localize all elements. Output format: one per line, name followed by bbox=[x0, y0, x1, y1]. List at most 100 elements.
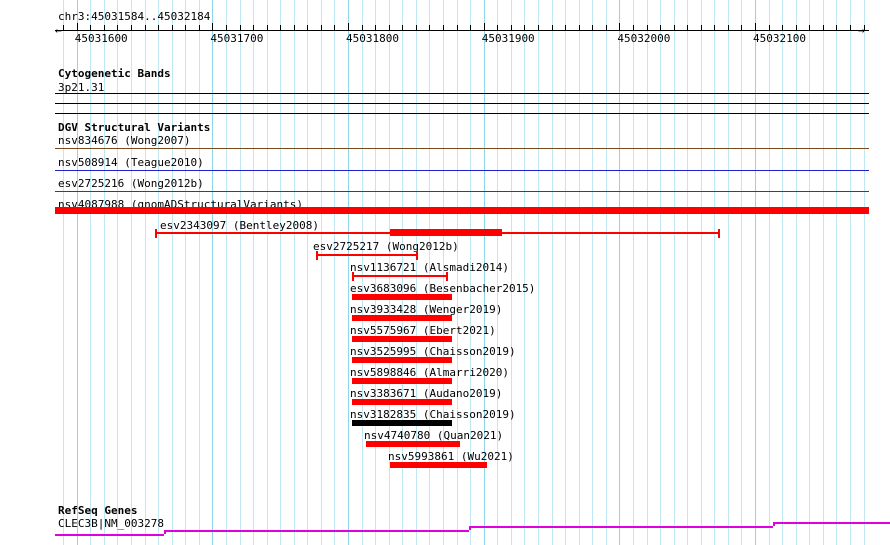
gridline bbox=[782, 0, 784, 545]
cytoband-label: 3p21.31 bbox=[58, 81, 105, 94]
gridline bbox=[320, 0, 322, 545]
gridline bbox=[334, 0, 336, 545]
variant-bar-nsv508914[interactable] bbox=[55, 170, 869, 171]
variant-endcap-right-nsv1136721 bbox=[446, 272, 448, 281]
gridline bbox=[253, 0, 255, 545]
gridline bbox=[687, 0, 689, 545]
gridline bbox=[646, 0, 648, 545]
variant-line-esv2725217[interactable] bbox=[316, 254, 418, 256]
variant-track-label-nsv3525995[interactable]: nsv3525995 (Chaisson2019) bbox=[350, 345, 516, 358]
variant-track-label-nsv4740780[interactable]: nsv4740780 (Quan2021) bbox=[364, 429, 504, 442]
ruler-minor-tick bbox=[863, 25, 865, 31]
ruler-minor-tick bbox=[741, 25, 743, 31]
ruler-tick-label: 45031600 bbox=[74, 32, 128, 45]
gridline bbox=[795, 0, 797, 545]
variant-bar-nsv4087988[interactable] bbox=[55, 207, 869, 214]
variant-bar-esv3683096[interactable] bbox=[352, 294, 452, 300]
gridline bbox=[212, 0, 214, 545]
variant-bar-esv2343097[interactable] bbox=[390, 229, 502, 236]
variant-bar-nsv3182835[interactable] bbox=[352, 420, 452, 426]
gridline bbox=[741, 0, 743, 545]
gene-segment[interactable] bbox=[774, 522, 890, 524]
variant-bar-esv2725216[interactable] bbox=[55, 191, 869, 192]
gridline bbox=[388, 0, 390, 545]
ruler-minor-tick bbox=[673, 25, 675, 31]
ruler-minor-tick bbox=[470, 25, 472, 31]
ruler-minor-tick bbox=[334, 25, 336, 31]
variant-bar-nsv4740780[interactable] bbox=[366, 441, 460, 447]
variant-bar-nsv834676[interactable] bbox=[55, 148, 869, 149]
ruler-major-tick bbox=[212, 23, 214, 31]
ruler-minor-tick bbox=[239, 25, 241, 31]
variant-bar-nsv3383671[interactable] bbox=[352, 399, 452, 405]
ruler-minor-tick bbox=[443, 25, 444, 31]
ruler-minor-tick bbox=[456, 25, 458, 31]
ruler-minor-tick bbox=[795, 25, 797, 31]
gridline bbox=[90, 0, 92, 545]
variant-track-label-nsv3383671[interactable]: nsv3383671 (Audano2019) bbox=[350, 387, 503, 400]
variant-bar-nsv3933428[interactable] bbox=[352, 315, 452, 321]
refseq-gene-track bbox=[55, 500, 890, 545]
gridline bbox=[619, 0, 621, 545]
ruler-minor-tick bbox=[280, 25, 282, 31]
variant-track-label-nsv5898846[interactable]: nsv5898846 (Almarri2020) bbox=[350, 366, 509, 379]
gridline bbox=[863, 0, 865, 545]
variant-bar-nsv5898846[interactable] bbox=[352, 378, 452, 384]
gridline bbox=[103, 0, 105, 545]
gridline bbox=[700, 0, 702, 545]
ruler-minor-tick bbox=[727, 25, 729, 31]
variant-endcap-left-esv2343097 bbox=[155, 229, 157, 238]
ruler-minor-tick bbox=[117, 25, 119, 31]
ruler-minor-tick bbox=[768, 25, 770, 31]
ruler-tick-label: 45031800 bbox=[346, 32, 400, 45]
ruler-minor-tick bbox=[388, 25, 390, 31]
variant-track-label-nsv3933428[interactable]: nsv3933428 (Wenger2019) bbox=[350, 303, 503, 316]
variant-bar-nsv3525995[interactable] bbox=[352, 357, 452, 363]
gene-segment[interactable] bbox=[165, 530, 469, 532]
ruler-minor-tick bbox=[782, 25, 784, 31]
gridline bbox=[456, 0, 458, 545]
variant-track-label-esv2343097[interactable]: esv2343097 (Bentley2008) bbox=[160, 219, 319, 232]
gridline bbox=[185, 0, 187, 545]
ruler-minor-tick bbox=[497, 25, 499, 31]
ruler-minor-tick bbox=[700, 25, 702, 31]
ruler-minor-tick bbox=[158, 25, 160, 31]
gene-step-join[interactable] bbox=[469, 526, 471, 530]
ruler-left-arrow-icon: ← bbox=[55, 24, 62, 37]
gene-step-join[interactable] bbox=[164, 530, 166, 534]
gridline bbox=[266, 0, 268, 545]
ruler-minor-tick bbox=[144, 25, 146, 31]
variant-line-nsv1136721[interactable] bbox=[352, 275, 448, 277]
variant-track-label-nsv5993861[interactable]: nsv5993861 (Wu2021) bbox=[388, 450, 514, 463]
gene-segment[interactable] bbox=[470, 526, 773, 528]
variant-track-label-nsv1136721[interactable]: nsv1136721 (Alsmadi2014) bbox=[350, 261, 509, 274]
variant-track-label-nsv3182835[interactable]: nsv3182835 (Chaisson2019) bbox=[350, 408, 516, 421]
variant-bar-nsv5993861[interactable] bbox=[390, 462, 487, 468]
ruler-minor-tick bbox=[565, 25, 567, 31]
gridline bbox=[565, 0, 567, 545]
gene-segment[interactable] bbox=[55, 534, 164, 536]
ruler-minor-tick bbox=[551, 25, 553, 31]
gridline bbox=[470, 0, 472, 545]
gridline bbox=[375, 0, 377, 545]
variant-track-label-esv2725217[interactable]: esv2725217 (Wong2012b) bbox=[313, 240, 459, 253]
variant-track-label-nsv834676[interactable]: nsv834676 (Wong2007) bbox=[58, 134, 191, 147]
ruler-tick-label: 45031900 bbox=[481, 32, 535, 45]
ruler-minor-tick bbox=[225, 25, 227, 31]
gridline bbox=[280, 0, 282, 545]
ruler-minor-tick bbox=[429, 25, 431, 31]
ruler-minor-tick bbox=[198, 25, 200, 31]
gridline bbox=[307, 0, 309, 545]
gridline bbox=[768, 0, 770, 545]
gridline bbox=[225, 0, 227, 545]
variant-track-label-nsv5575967[interactable]: nsv5575967 (Ebert2021) bbox=[350, 324, 496, 337]
ruler-minor-tick bbox=[605, 25, 607, 31]
variant-track-label-nsv508914[interactable]: nsv508914 (Teague2010) bbox=[58, 156, 204, 169]
ruler-minor-tick bbox=[809, 25, 811, 31]
variant-bar-nsv5575967[interactable] bbox=[352, 336, 452, 342]
gene-step-join[interactable] bbox=[773, 522, 775, 526]
variant-track-label-esv3683096[interactable]: esv3683096 (Besenbacher2015) bbox=[350, 282, 536, 295]
ruler-minor-tick bbox=[320, 25, 322, 31]
variant-track-label-esv2725216[interactable]: esv2725216 (Wong2012b) bbox=[58, 177, 204, 190]
